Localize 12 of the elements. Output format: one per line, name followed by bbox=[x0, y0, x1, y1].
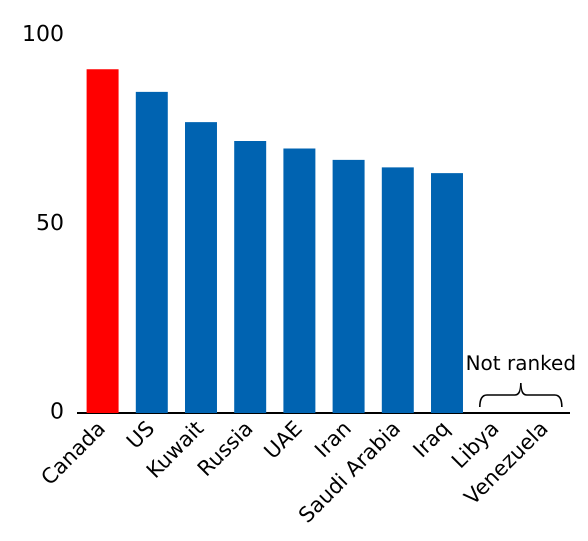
bar bbox=[185, 122, 217, 413]
bar bbox=[136, 92, 168, 413]
bar bbox=[332, 160, 365, 413]
bar bbox=[283, 148, 316, 413]
annotation: Not ranked bbox=[466, 351, 576, 376]
bar bbox=[234, 140, 266, 413]
y-tick-label: 0 bbox=[50, 400, 64, 425]
bar bbox=[382, 167, 414, 413]
bar bbox=[431, 173, 463, 413]
y-tick-label: 100 bbox=[22, 22, 64, 47]
bar bbox=[86, 69, 119, 413]
y-tick-label: 50 bbox=[36, 210, 64, 236]
